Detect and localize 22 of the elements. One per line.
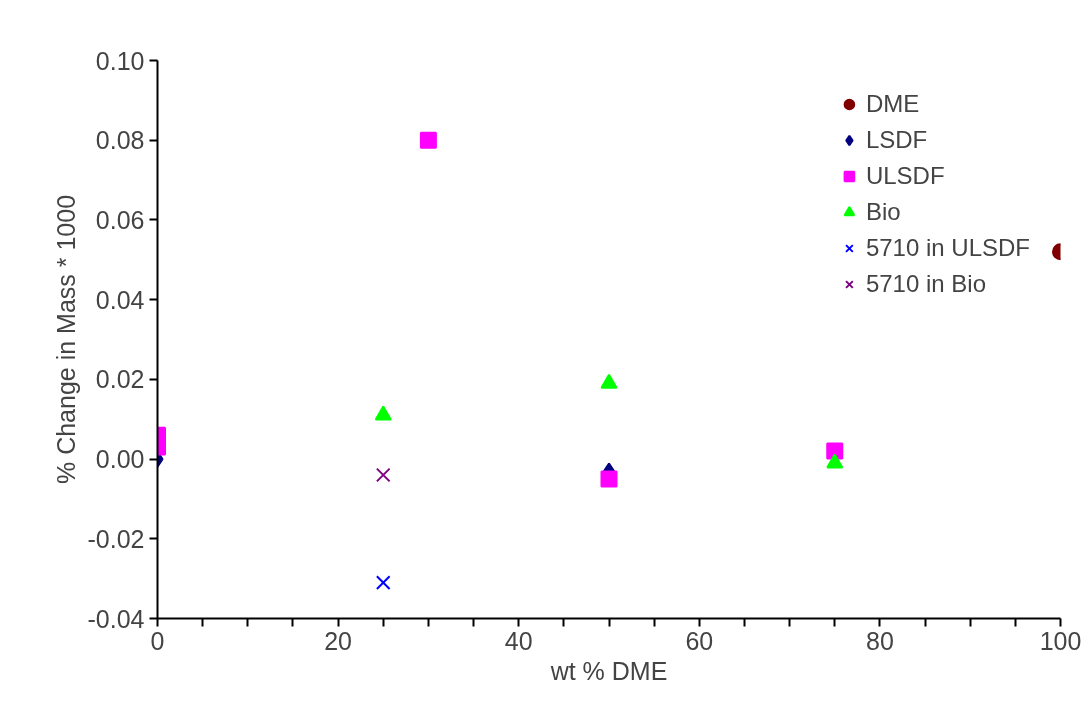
y-tick-label: 0.06	[95, 205, 145, 234]
x-axis-title: wt % DME	[549, 656, 668, 685]
x-tick-label: 80	[866, 626, 894, 655]
y-tick-label: 0.04	[95, 285, 145, 314]
x-tick-label: 0	[150, 626, 165, 655]
x-tick-label: 40	[504, 626, 533, 655]
legend-label: Bio	[865, 198, 901, 226]
legend-label: 5710 in Bio	[865, 270, 986, 298]
y-axis-title: % Change in Mass * 1000	[51, 194, 80, 485]
x-tick-label: 60	[685, 626, 714, 655]
legend-label: DME	[865, 90, 920, 118]
legend-label: 5710 in ULSDF	[865, 234, 1030, 262]
x-tick-label: 100	[1039, 626, 1082, 655]
y-tick-label: 0.08	[95, 126, 145, 155]
y-tick-label: 0.00	[95, 445, 145, 474]
y-tick-label: 0.02	[95, 365, 145, 394]
y-tick-label: -0.02	[87, 524, 145, 553]
legend-label: ULSDF	[865, 162, 945, 190]
x-tick-label: 20	[324, 626, 353, 655]
y-tick-label: 0.10	[95, 46, 145, 75]
y-tick-label: -0.04	[87, 604, 145, 633]
legend-label: LSDF	[865, 126, 928, 154]
